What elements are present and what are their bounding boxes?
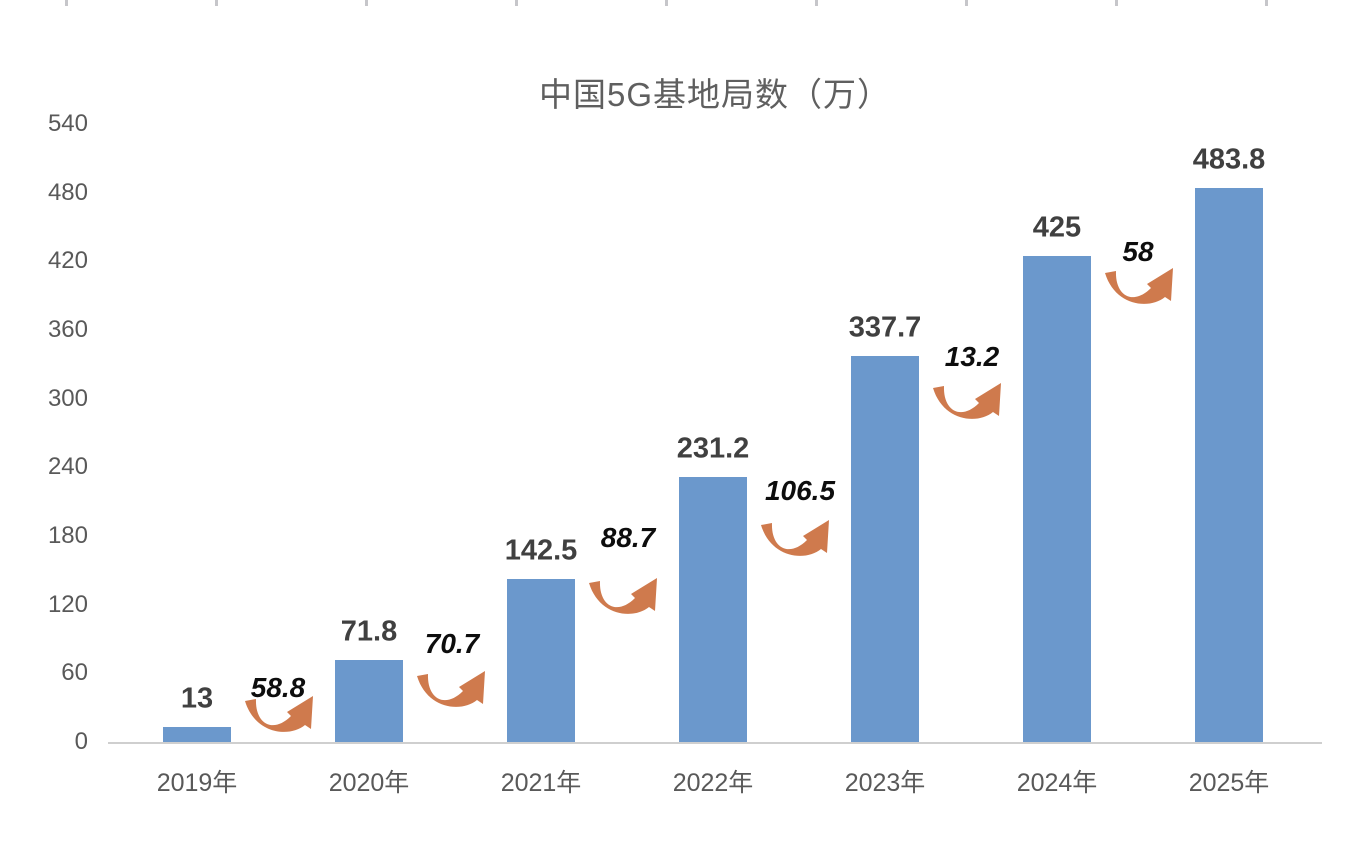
ruler-tick <box>365 0 368 6</box>
ruler-tick <box>665 0 668 6</box>
ruler-tick <box>515 0 518 6</box>
ruler-tick <box>965 0 968 6</box>
growth-delta-label: 58.8 <box>250 672 306 703</box>
bar-value-label: 337.7 <box>848 311 922 344</box>
bar-2023年 <box>851 355 919 742</box>
bar-value-label: 71.8 <box>340 615 398 648</box>
y-axis-tick-label: 180 <box>47 522 88 549</box>
bar-value-label: 142.5 <box>504 534 578 567</box>
growth-arrow-icon <box>929 375 1013 433</box>
x-axis-category-label: 2023年 <box>844 769 926 797</box>
y-axis-tick-label: 240 <box>47 453 88 481</box>
growth-delta-label: 58 <box>1122 236 1154 267</box>
x-axis-category-label: 2019年 <box>156 769 238 797</box>
ruler-tick <box>215 0 218 6</box>
x-axis-category-label: 2022年 <box>672 769 754 797</box>
chart-title: 中国5G基地局数（万） <box>538 76 892 113</box>
y-axis-tick-label: 420 <box>47 247 88 275</box>
y-axis-tick-label: 60 <box>61 659 88 687</box>
growth-delta-label: 70.7 <box>424 628 480 659</box>
bar-2024年 <box>1023 255 1091 742</box>
ruler-tick <box>65 0 68 6</box>
bar-2020年 <box>335 659 403 742</box>
growth-delta-label: 13.2 <box>944 341 1000 372</box>
growth-arrow-icon <box>757 512 841 570</box>
x-axis-category-label: 2020年 <box>328 769 410 797</box>
bar-value-label: 425 <box>1032 211 1082 244</box>
y-axis-tick-label: 120 <box>47 590 88 618</box>
ruler-tick <box>1265 0 1268 6</box>
y-axis-tick-label: 0 <box>74 728 88 755</box>
x-axis-category-label: 2025年 <box>1188 769 1270 797</box>
growth-delta-label: 88.7 <box>600 522 656 553</box>
growth-arrow-icon <box>241 688 325 746</box>
bar-2022年 <box>679 477 747 742</box>
bar-value-label: 483.8 <box>1192 143 1266 176</box>
bar-value-label: 13 <box>180 682 214 715</box>
bar-2021年 <box>507 578 575 742</box>
growth-delta-label: 106.5 <box>764 475 836 506</box>
x-axis-line <box>108 742 1322 744</box>
bar-2019年 <box>163 727 231 742</box>
y-axis-tick-label: 300 <box>47 384 88 412</box>
growth-arrow-icon <box>413 663 497 721</box>
ruler-tick <box>1115 0 1118 6</box>
x-axis-category-label: 2024年 <box>1016 769 1098 797</box>
x-axis-category-label: 2021年 <box>500 769 582 797</box>
bar-value-label: 231.2 <box>676 432 750 465</box>
y-axis-tick-label: 480 <box>47 178 88 206</box>
y-axis-tick-label: 360 <box>47 316 88 343</box>
y-axis-tick-label: 540 <box>47 110 88 137</box>
growth-arrow-icon <box>585 570 669 628</box>
bar-2025年 <box>1195 188 1263 742</box>
ruler-tick <box>815 0 818 6</box>
growth-arrow-icon <box>1101 260 1185 318</box>
